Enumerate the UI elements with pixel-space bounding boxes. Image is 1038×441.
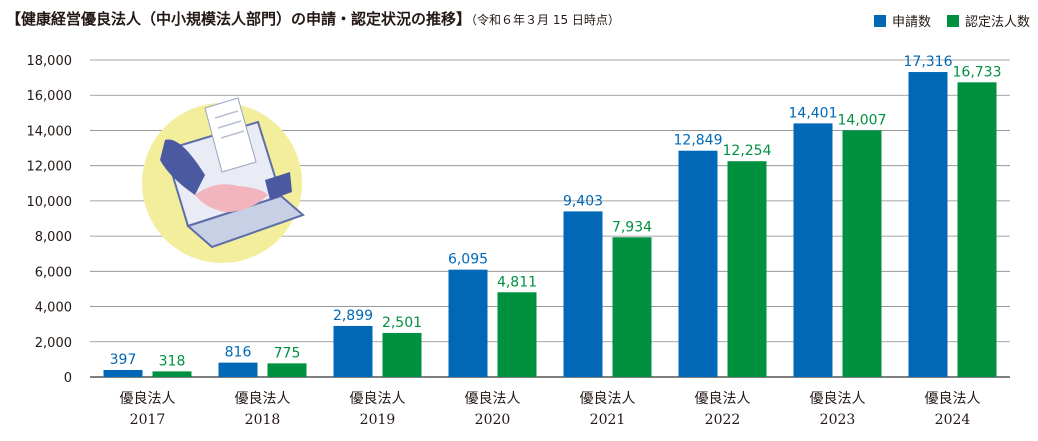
y-tick-label: 2,000 [35,336,72,351]
data-label-applications: 12,849 [674,133,723,149]
x-tick-label-prefix: 優良法人 [120,391,176,407]
data-label-applications: 397 [110,352,137,368]
x-tick-label-year: 2017 [130,412,166,428]
bar-certified [267,363,307,377]
y-tick-label: 18,000 [27,54,73,69]
legend-label-applications: 申請数 [891,15,931,30]
y-tick-label: 6,000 [35,265,72,280]
bar-applications [218,362,258,377]
data-label-certified: 12,254 [723,143,772,159]
data-label-certified: 7,934 [612,219,652,235]
data-label-applications: 6,095 [448,252,488,268]
bar-certified [727,161,767,377]
data-label-certified: 775 [274,345,301,361]
legend-swatch-certified [946,14,959,27]
data-label-applications: 17,316 [904,54,953,70]
bar-certified [152,371,192,377]
data-label-applications: 2,899 [333,308,373,324]
x-tick-label-prefix: 優良法人 [465,391,521,407]
x-tick-label-prefix: 優良法人 [810,391,866,407]
x-tick-label-year: 2020 [475,412,511,428]
data-labels: 397 318 816 775 2,899 2,501 6,095 4,811 9,403 7,9… [110,54,1002,369]
bar-applications [908,72,948,378]
x-tick-label-prefix: 優良法人 [580,391,636,407]
data-label-applications: 14,401 [789,105,838,121]
x-tick-label-year: 2024 [935,412,971,428]
x-tick-label-year: 2021 [590,412,626,428]
data-label-certified: 4,811 [497,274,537,290]
bar-applications [563,211,603,377]
legend-item-certified: 認定法人数 [946,11,1030,30]
data-label-certified: 16,733 [953,64,1002,80]
laptop-handshake-illustration [142,97,305,263]
bar-certified [842,130,882,377]
y-tick-label: 8,000 [35,230,72,245]
y-axis: 0 2,000 4,000 6,000 8,000 10,000 12,000 14,000 1… [27,54,73,386]
x-axis-labels: 優良法人 2017 優良法人 2018 優良法人 2019 優良法人 2020 優良法人 2021… [120,391,981,428]
bar-certified [612,237,652,377]
y-tick-label: 4,000 [35,301,72,316]
legend-label-certified: 認定法人数 [964,15,1030,30]
bars [103,72,997,378]
y-tick-label: 16,000 [27,89,73,104]
chart-title-main: 【健康経営優良法人（中小規模法人部門）の申請・認定状況の推移】 [6,10,472,28]
x-tick-label-year: 2023 [820,412,856,428]
y-tick-label: 12,000 [27,160,73,175]
x-tick-label-prefix: 優良法人 [350,391,406,407]
bar-applications [103,370,143,377]
data-label-applications: 9,403 [563,193,603,209]
legend-item-applications: 申請数 [873,11,931,30]
bar-applications [448,269,488,377]
bar-certified [497,292,537,377]
y-tick-label: 14,000 [27,124,73,139]
data-label-certified: 318 [159,353,186,369]
legend-swatch-applications [873,14,886,27]
data-label-certified: 14,007 [838,112,887,128]
x-tick-label-year: 2019 [360,412,396,428]
bar-certified [957,82,997,377]
data-label-certified: 2,501 [382,315,422,331]
bar-applications [793,123,833,377]
data-label-applications: 816 [225,345,252,361]
x-tick-label-prefix: 優良法人 [925,391,981,407]
chart-title-note: （令和６年３月 15 日時点） [471,13,620,27]
bar-applications [678,150,718,377]
chart-title: 【健康経営優良法人（中小規模法人部門）の申請・認定状況の推移】（令和６年３月 1… [6,8,620,29]
x-tick-label-year: 2018 [245,412,281,428]
x-tick-label-prefix: 優良法人 [235,391,291,407]
x-tick-label-prefix: 優良法人 [695,391,751,407]
y-tick-label: 10,000 [27,195,73,210]
bar-certified [382,332,422,377]
y-tick-label: 0 [64,371,72,386]
x-tick-label-year: 2022 [705,412,741,428]
bar-applications [333,325,373,377]
chart-legend: 申請数 認定法人数 [873,11,1030,30]
